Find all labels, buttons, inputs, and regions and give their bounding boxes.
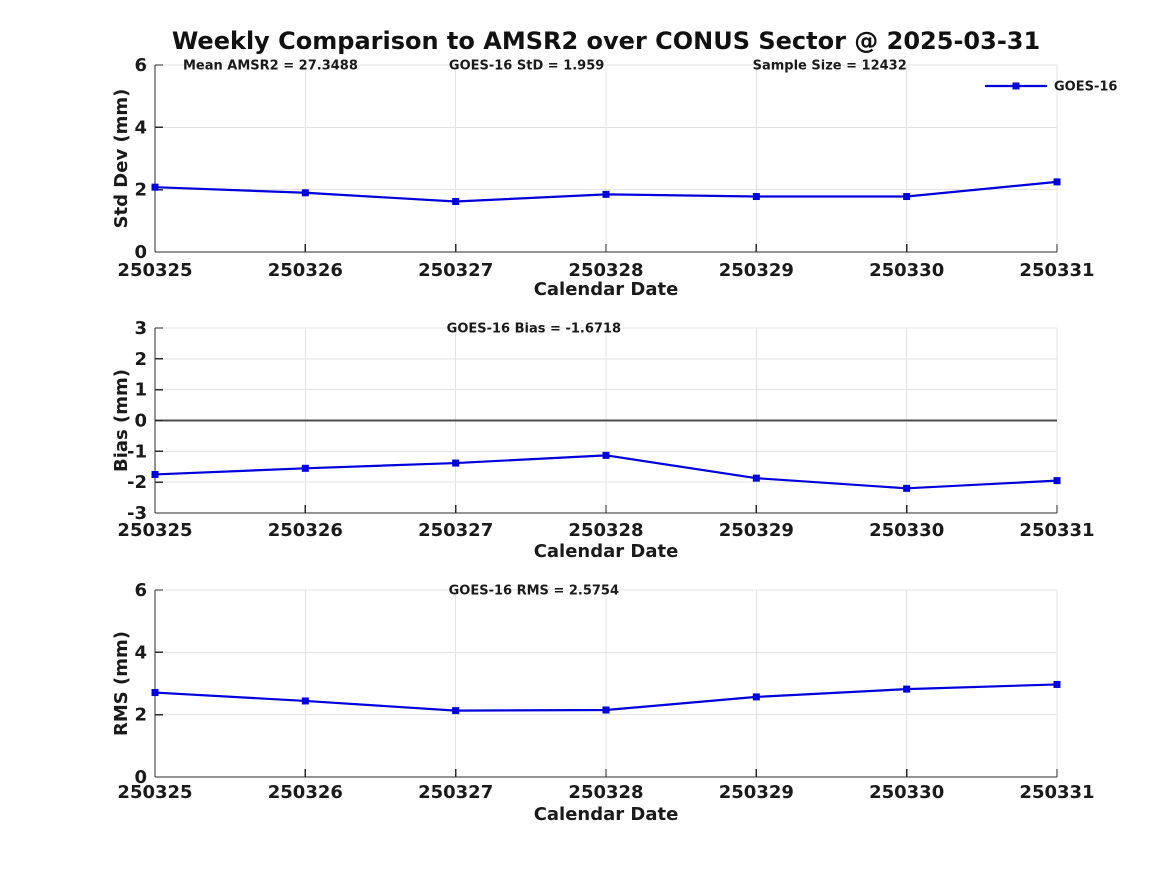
data-point-marker [602, 190, 610, 198]
y-tick-label: 2 [134, 180, 147, 201]
x-tick-label: 250329 [719, 520, 794, 541]
data-point-marker [452, 707, 460, 715]
data-point-marker [752, 193, 760, 201]
x-tick-label: 250331 [1019, 782, 1094, 803]
chart-1 [151, 327, 1061, 514]
y-tick-label: -3 [127, 503, 147, 524]
data-point-marker [903, 685, 911, 693]
data-point-marker [903, 484, 911, 492]
annotation-text: Mean AMSR2 = 27.3488 [183, 59, 358, 74]
y-tick-label: 1 [134, 380, 147, 401]
x-tick-label: 250327 [418, 782, 493, 803]
annotation-text: GOES-16 Bias = -1.6718 [447, 322, 621, 337]
x-tick-label: 250329 [719, 260, 794, 281]
y-tick-label: 0 [134, 242, 147, 263]
y-tick-label: 6 [134, 580, 147, 601]
figure-title: Weekly Comparison to AMSR2 over CONUS Se… [171, 27, 1041, 55]
data-point-marker [903, 193, 911, 201]
x-tick-label: 250330 [869, 260, 944, 281]
data-point-marker [151, 689, 159, 697]
data-point-marker [151, 183, 159, 191]
x-tick-label: 250330 [869, 782, 944, 803]
y-tick-label: 0 [134, 411, 147, 432]
x-tick-label: 250325 [117, 260, 192, 281]
data-point-marker [1053, 680, 1061, 688]
legend-label: GOES-16 [1054, 80, 1117, 95]
y-tick-label: 2 [134, 705, 147, 726]
y-tick-label: 2 [134, 349, 147, 370]
y-axis-title: RMS (mm) [111, 631, 132, 736]
annotation-text: Sample Size = 12432 [753, 59, 907, 74]
y-tick-label: 6 [134, 55, 147, 76]
x-axis-title: Calendar Date [534, 804, 679, 825]
y-tick-label: 4 [134, 117, 147, 138]
x-tick-label: 250327 [418, 260, 493, 281]
chart-0 [151, 64, 1061, 253]
x-tick-label: 250326 [268, 260, 343, 281]
x-tick-label: 250328 [568, 782, 643, 803]
x-axis-title: Calendar Date [534, 279, 679, 300]
x-axis-title: Calendar Date [534, 541, 679, 562]
annotation-text: GOES-16 RMS = 2.5754 [449, 584, 619, 599]
x-tick-label: 250325 [117, 782, 192, 803]
x-tick-label: 250326 [268, 782, 343, 803]
annotation-text: GOES-16 StD = 1.959 [449, 59, 604, 74]
x-tick-label: 250327 [418, 520, 493, 541]
x-tick-label: 250330 [869, 520, 944, 541]
data-point-marker [301, 697, 309, 705]
x-tick-label: 250331 [1019, 520, 1094, 541]
data-point-marker [602, 451, 610, 459]
data-point-marker [752, 693, 760, 701]
data-point-marker [752, 474, 760, 482]
x-tick-label: 250328 [568, 260, 643, 281]
y-tick-label: 0 [134, 767, 147, 788]
data-point-marker [452, 459, 460, 467]
data-point-marker [1053, 178, 1061, 186]
x-tick-label: 250325 [117, 520, 192, 541]
data-point-marker [151, 470, 159, 478]
x-tick-label: 250326 [268, 520, 343, 541]
x-tick-label: 250331 [1019, 260, 1094, 281]
y-tick-label: -2 [127, 472, 147, 493]
chart-2 [151, 589, 1061, 778]
data-point-marker [301, 189, 309, 197]
y-tick-label: 4 [134, 642, 147, 663]
legend-marker-sample [1012, 82, 1020, 90]
data-point-marker [602, 706, 610, 714]
data-point-marker [1053, 477, 1061, 485]
data-point-marker [452, 198, 460, 206]
y-axis-title: Std Dev (mm) [111, 89, 132, 229]
x-tick-label: 250328 [568, 520, 643, 541]
y-tick-label: 3 [134, 318, 147, 339]
y-axis-title: Bias (mm) [111, 369, 132, 472]
x-tick-label: 250329 [719, 782, 794, 803]
y-tick-label: -1 [127, 441, 147, 462]
data-point-marker [301, 464, 309, 472]
